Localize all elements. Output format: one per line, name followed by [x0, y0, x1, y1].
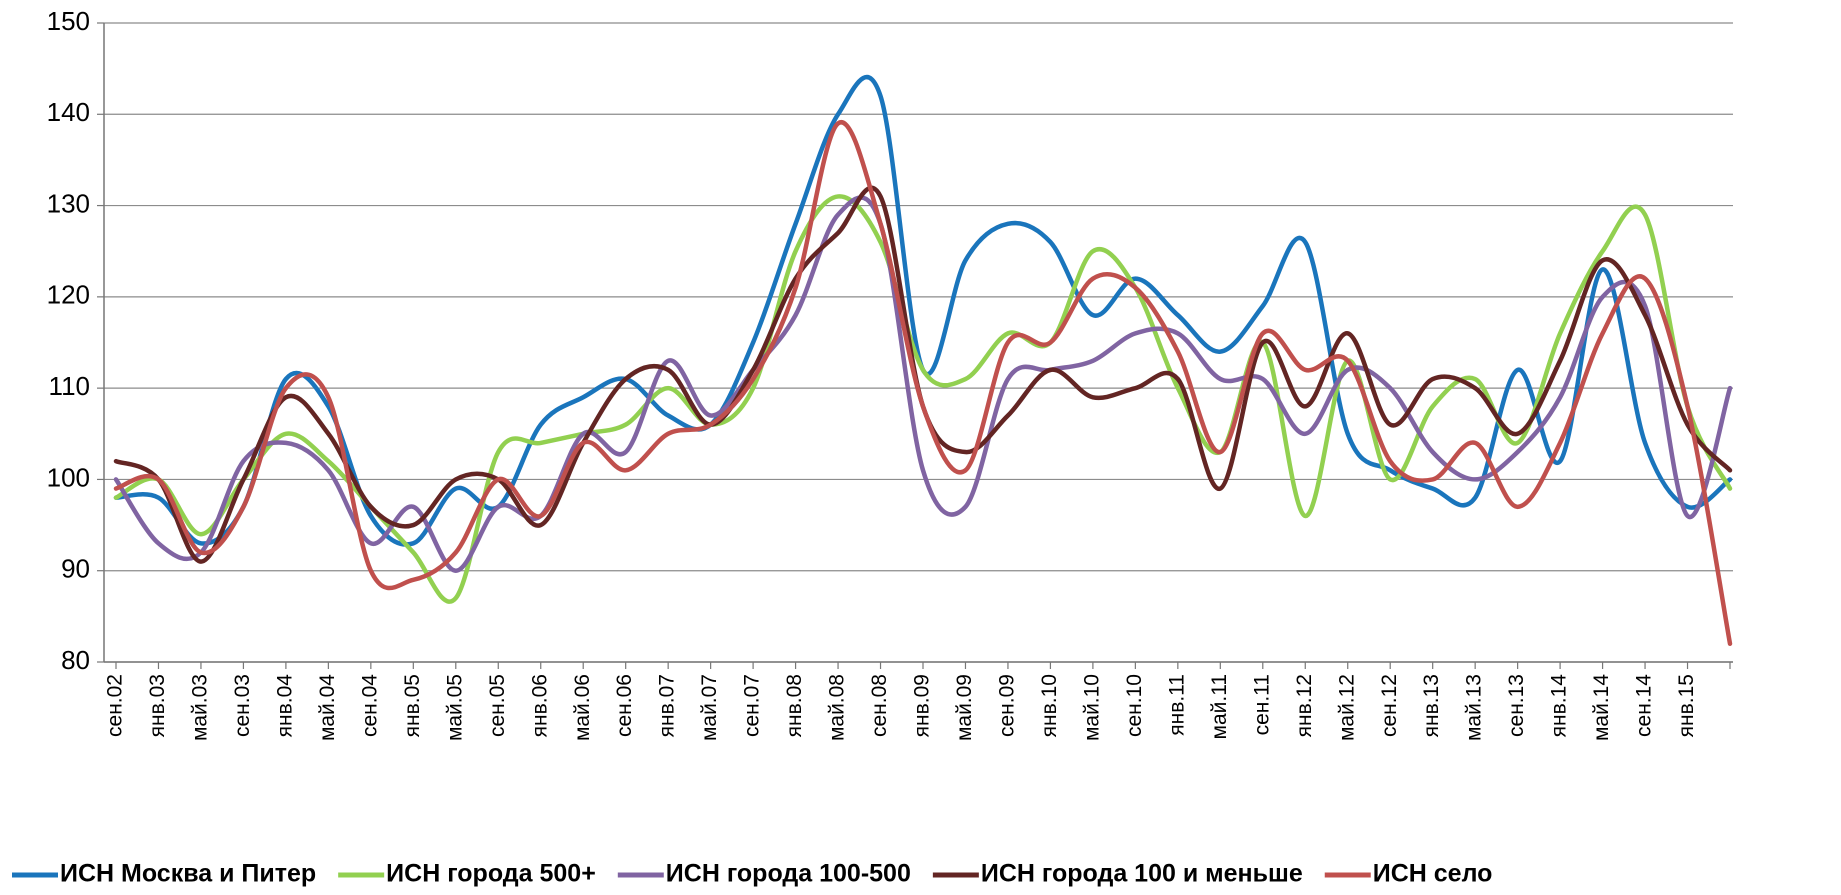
x-tick-label: сен.11 [1250, 674, 1273, 735]
x-tick-label: май.13 [1463, 674, 1486, 741]
x-tick-label: янв.13 [1420, 674, 1443, 737]
y-tick-label: 140 [47, 97, 90, 127]
x-tick-label: май.08 [826, 674, 849, 741]
x-tick-label: сен.13 [1505, 674, 1528, 737]
x-tick-label: сен.09 [995, 674, 1018, 737]
x-tick-label: янв.14 [1548, 674, 1571, 738]
x-tick-label: май.07 [698, 674, 721, 741]
series-line [113, 120, 1733, 646]
series-line [113, 185, 1733, 564]
x-tick-label: янв.05 [401, 674, 424, 737]
x-tick-label: май.10 [1080, 674, 1103, 741]
x-tick-label: май.03 [188, 674, 211, 741]
x-tick-label: сен.07 [741, 674, 764, 737]
legend-label: ИСН города 100 и меньше [981, 860, 1303, 888]
x-tick-label: янв.09 [911, 674, 934, 737]
x-tick-label: янв.12 [1293, 674, 1316, 737]
x-tick-label: сен.12 [1378, 674, 1401, 737]
legend-label: ИСН города 500+ [386, 860, 596, 888]
x-tick-label: май.04 [316, 674, 339, 741]
x-tick-label: май.06 [571, 674, 594, 741]
legend-label: ИСН Москва и Питер [60, 860, 316, 888]
legend-item: ИСН города 100 и меньше [932, 860, 1303, 888]
legend-item: ИСН Москва и Питер [12, 860, 316, 888]
x-tick-label: сен.05 [486, 674, 509, 737]
series-line [113, 195, 1733, 573]
y-tick-label: 110 [49, 371, 90, 401]
y-tick-label: 100 [47, 462, 90, 492]
x-tick-label: янв.08 [783, 674, 806, 737]
y-tick-label: 120 [47, 280, 90, 310]
legend-item: ИСН города 500+ [338, 860, 596, 888]
legend-item: ИСН города 100-500 [617, 860, 911, 888]
x-tick-label: янв.15 [1675, 674, 1698, 737]
x-tick-label: май.12 [1335, 674, 1358, 741]
x-tick-label: сен.08 [868, 674, 891, 737]
x-tick-label: сен.04 [358, 674, 381, 737]
x-tick-label: май.05 [443, 674, 466, 741]
series-line [113, 194, 1733, 604]
x-tick-label: янв.06 [528, 674, 551, 737]
x-tick-label: сен.02 [104, 674, 127, 737]
legend-label: ИСН города 100-500 [666, 860, 911, 888]
x-tick-label: сен.03 [231, 674, 254, 737]
x-tick-label: сен.10 [1123, 674, 1146, 737]
y-tick-label: 150 [47, 6, 90, 36]
y-tick-label: 130 [47, 188, 90, 218]
x-tick-label: янв.03 [146, 674, 169, 737]
x-tick-label: сен.06 [613, 674, 636, 737]
x-tick-label: янв.11 [1165, 674, 1188, 736]
x-tick-label: янв.04 [273, 674, 296, 738]
x-tick-label: янв.10 [1038, 674, 1061, 737]
x-tick-label: май.14 [1590, 674, 1613, 741]
y-tick-label: 90 [61, 554, 90, 584]
x-tick-label: сен.14 [1633, 674, 1656, 737]
x-tick-label: май.09 [953, 674, 976, 741]
legend-label: ИСН село [1373, 860, 1493, 888]
x-tick-label: май.11 [1208, 674, 1231, 739]
y-tick-label: 80 [61, 645, 90, 675]
legend-item: ИСН село [1324, 860, 1493, 888]
x-tick-label: янв.07 [656, 674, 679, 737]
